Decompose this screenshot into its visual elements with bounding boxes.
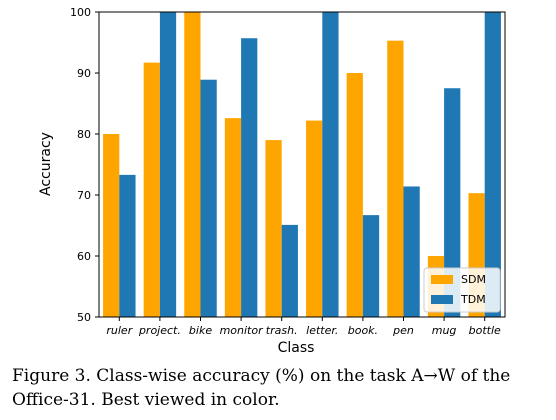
bar-tdm-pen [404,186,420,317]
x-tick-label: trash. [266,324,298,337]
bar-sdm-book [347,73,363,317]
y-axis: 50 60 70 80 90 100 [70,6,99,324]
x-tick-label: book. [348,324,378,337]
y-tick-label: 80 [77,128,91,141]
y-tick-label: 70 [77,189,91,202]
x-tick-label: ruler [106,324,133,337]
caption-line-2: Office-31. Best viewed in color. [12,388,552,412]
x-tick-label: mug [432,324,457,337]
caption-line-1: Figure 3. Class-wise accuracy (%) on the… [12,364,552,388]
bar-tdm-project [160,12,176,317]
bar-sdm-trash [265,140,281,317]
legend-label-tdm: TDM [460,293,486,306]
bar-tdm-monitor [241,38,257,317]
legend-swatch-tdm [431,295,453,304]
bar-sdm-project [144,63,160,317]
x-axis-title: Class [278,340,315,356]
x-tick-label: project. [138,324,181,337]
y-tick-label: 50 [77,311,91,324]
bar-sdm-monitor [225,118,241,317]
legend: SDM TDM [424,268,500,312]
bar-sdm-ruler [103,134,119,317]
bar-tdm-letter [322,12,338,317]
bar-sdm-pen [387,41,403,317]
x-tick-label: monitor [220,324,265,337]
figure-caption: Figure 3. Class-wise accuracy (%) on the… [12,364,552,412]
bar-tdm-trash [282,225,298,317]
y-tick-label: 60 [77,250,91,263]
bar-tdm-ruler [119,175,135,317]
x-tick-label: pen [392,324,414,337]
bar-tdm-bike [201,80,217,317]
x-axis: ruler project. bike monitor trash. letter. boo… [106,317,501,337]
bar-sdm-letter [306,121,322,317]
x-tick-label: bike [189,324,212,337]
x-tick-label: letter. [306,324,338,337]
y-axis-title: Accuracy [38,132,54,196]
x-tick-label: bottle [469,324,501,337]
bar-chart: 50 60 70 80 90 100 ruler project. bike monitor tr… [0,0,556,360]
legend-swatch-sdm [431,275,453,284]
y-tick-label: 100 [70,6,91,19]
legend-label-sdm: SDM [461,273,486,286]
y-tick-label: 90 [77,67,91,80]
bar-sdm-bike [184,12,200,317]
bar-tdm-book [363,215,379,317]
